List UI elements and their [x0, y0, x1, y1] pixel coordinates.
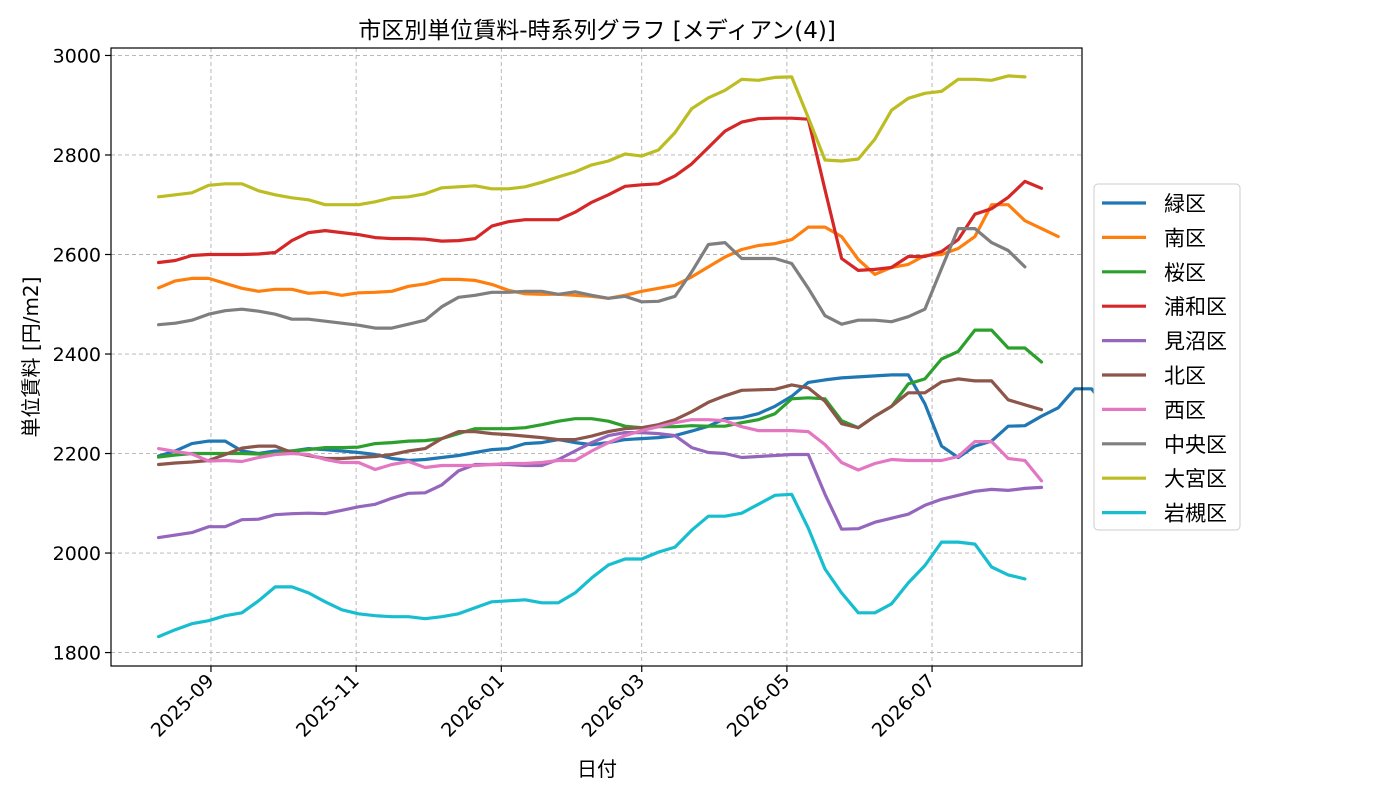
legend-entry: 西区	[1164, 398, 1206, 422]
plot-frame	[110, 47, 1083, 667]
legend-entry: 大宮区	[1164, 467, 1227, 491]
legend-entry: 中央区	[1164, 433, 1227, 457]
series-line	[157, 373, 1144, 463]
y-tick-label: 3000	[53, 45, 101, 67]
legend-entry: 桜区	[1164, 261, 1206, 285]
legend-entry: 北区	[1164, 364, 1206, 388]
series-lines	[157, 74, 1144, 639]
chart-title: 市区別単位賃料-時系列グラフ [メディアン(4)]	[358, 18, 836, 44]
series-line	[157, 418, 1044, 483]
y-tick-label: 2200	[53, 444, 101, 466]
x-tick-label: 2025-11	[292, 670, 364, 742]
x-tick-label: 2026-01	[437, 670, 509, 742]
x-tick-label: 2026-05	[723, 670, 795, 742]
y-tick-label: 1800	[53, 643, 101, 665]
legend-entry: 浦和区	[1164, 295, 1227, 319]
y-tick-label: 2800	[53, 145, 101, 167]
y-axis: 1800 2000 2200 2400 2600 2800 3000	[53, 45, 111, 665]
y-axis-label: 単位賃料 [円/m2]	[19, 277, 43, 438]
series-line	[157, 74, 1027, 207]
legend-entry: 岩槻区	[1164, 502, 1227, 526]
series-line	[157, 377, 1044, 467]
x-tick-label: 2026-03	[578, 670, 650, 742]
x-axis: 2025-09 2025-11 2026-01 2026-03 2026-05 2026-…	[147, 666, 940, 742]
series-line	[157, 492, 1027, 639]
y-tick-label: 2600	[53, 244, 101, 266]
series-line	[157, 431, 1044, 540]
x-tick-label: 2025-09	[147, 670, 219, 742]
grid-lines	[111, 48, 1082, 666]
series-line	[157, 227, 1027, 330]
legend-entry: 南区	[1164, 226, 1206, 250]
legend-entry: 緑区	[1164, 192, 1206, 216]
legend-entry: 見沼区	[1164, 330, 1227, 354]
y-tick-label: 2000	[53, 543, 101, 565]
series-line	[157, 116, 1044, 272]
x-axis-label: 日付	[577, 757, 617, 781]
x-tick-label: 2026-07	[868, 670, 940, 742]
y-tick-label: 2400	[53, 344, 101, 366]
series-line	[157, 203, 1060, 300]
